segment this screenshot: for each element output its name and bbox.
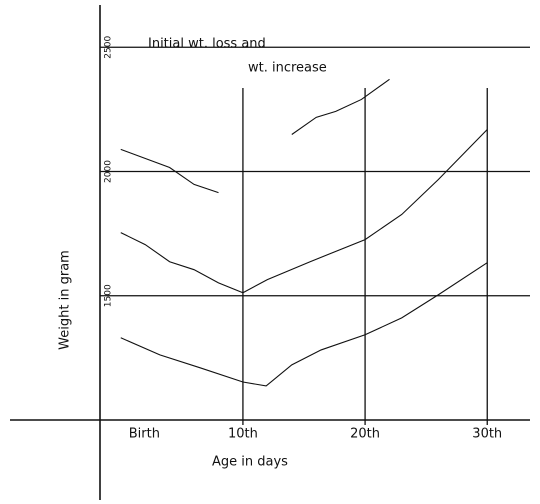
chart-title: Initial wt. loss and — [148, 37, 266, 52]
y-axis-label: Weight in gram — [58, 250, 73, 350]
data-line — [120, 129, 488, 294]
data-line — [120, 262, 488, 387]
data-line — [120, 78, 390, 194]
x-tick-label: Birth — [129, 427, 160, 442]
x-tick-label: 10th — [228, 427, 258, 442]
x-tick-label: 30th — [472, 427, 502, 442]
x-axis-label: Age in days — [212, 455, 288, 470]
annotation: wt. increase — [248, 61, 327, 76]
x-tick-label: 20th — [350, 427, 380, 442]
